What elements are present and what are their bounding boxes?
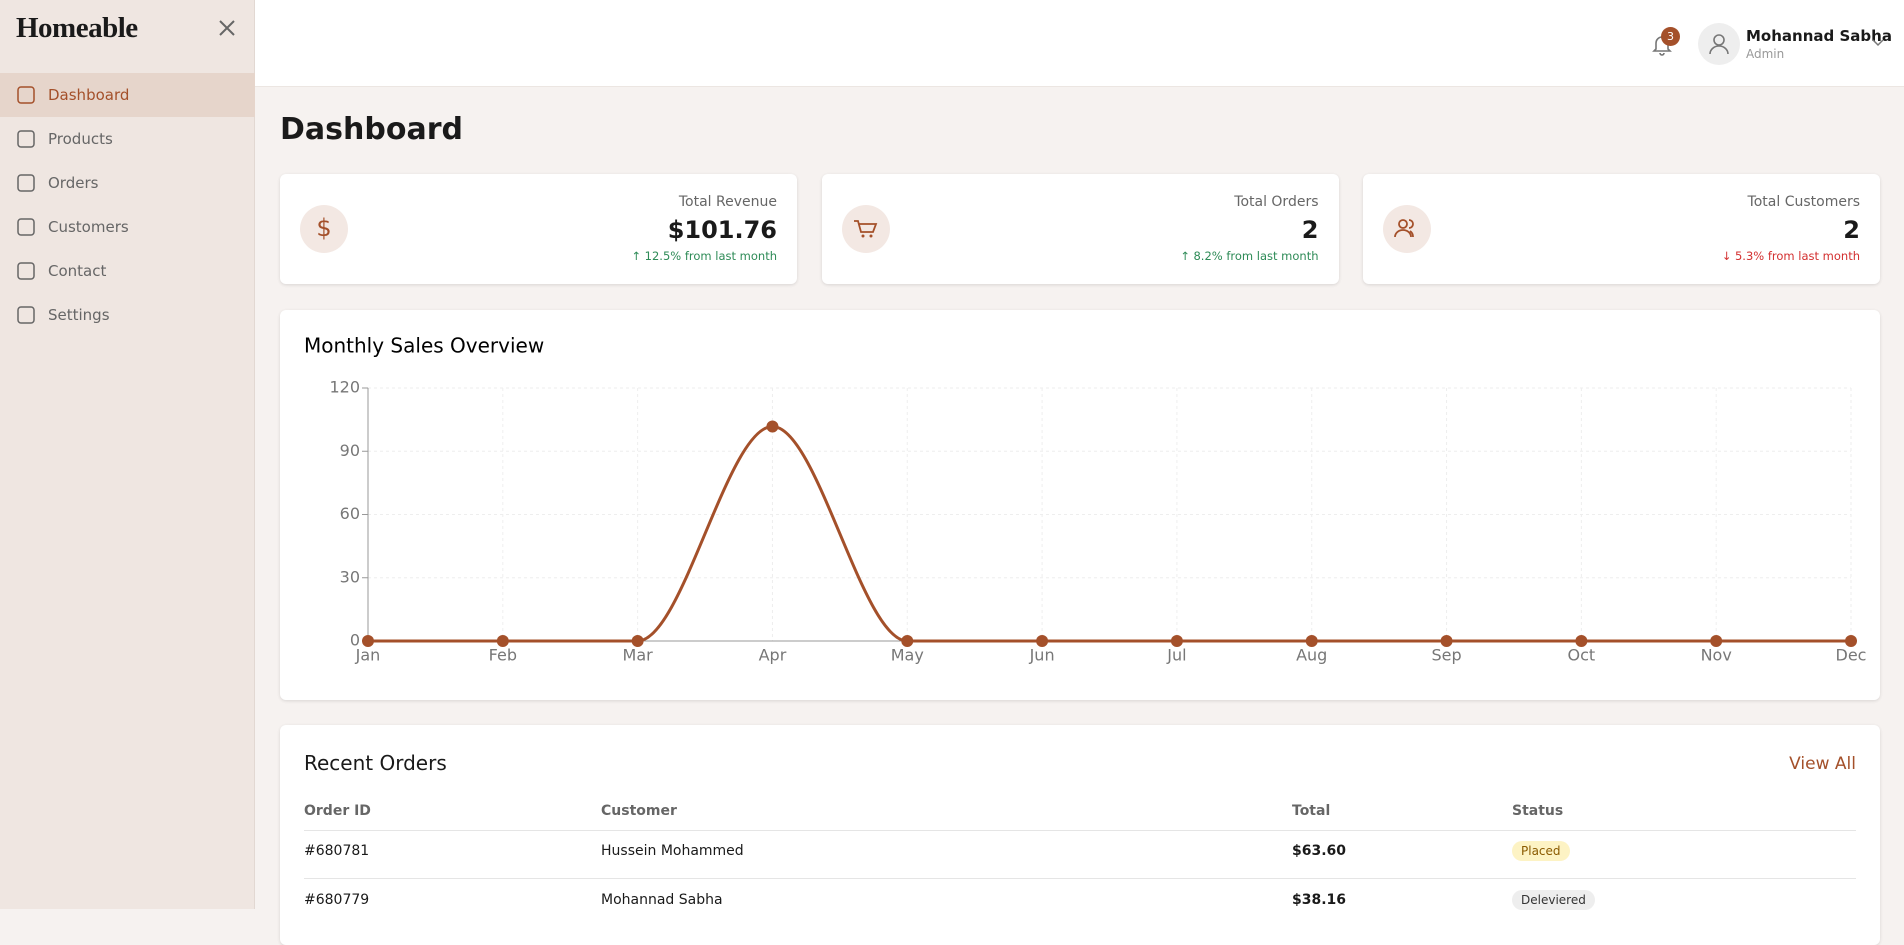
x-tick-label: Apr: [759, 646, 787, 665]
stat-delta: ↑ 12.5% from last month: [631, 249, 777, 263]
orders-card: Recent Orders View All Order ID Customer T…: [280, 725, 1880, 945]
cell: #680781: [304, 843, 370, 859]
cell: $38.16: [1292, 892, 1347, 908]
point: [362, 635, 374, 647]
orders-title: Recent Orders: [304, 751, 447, 775]
status-badge: Placed: [1512, 841, 1570, 861]
x-tick-label: Oct: [1568, 646, 1596, 665]
user-name: Mohannad Sabha: [1746, 27, 1892, 45]
avatar[interactable]: [1698, 23, 1740, 65]
close-icon[interactable]: [218, 19, 236, 37]
sidebar: Homeable Dashboard Products Orders Customer…: [0, 0, 255, 909]
y-tick-label: 0: [350, 631, 360, 650]
x-tick-label: Aug: [1296, 646, 1327, 665]
point: [1440, 635, 1453, 647]
point: [901, 635, 914, 647]
line: [368, 424, 1851, 643]
user-role: Admin: [1746, 47, 1785, 61]
chevron[interactable]: [1872, 39, 1884, 47]
stat-card: Total Orders 2 ↑ 8.2% from last month: [821, 174, 1339, 284]
nav-item[interactable]: Dashboard: [0, 73, 255, 117]
point: [1710, 635, 1723, 647]
nav-item[interactable]: Products: [0, 117, 255, 161]
x-tick-label: Jan: [355, 646, 381, 665]
header: 3 Mohannad Sabha Admin: [255, 0, 1904, 87]
y-tick-label: 90: [340, 441, 360, 460]
stat-delta: ↑ 8.2% from last month: [1180, 249, 1319, 263]
divider: [304, 830, 1856, 831]
x-tick-label: Sep: [1431, 646, 1461, 665]
stat-icon: [841, 205, 890, 253]
stat-value: $101.76: [667, 216, 777, 244]
page-title: Dashboard: [280, 112, 463, 147]
nav-item[interactable]: Customers: [0, 205, 255, 249]
stat-icon: $: [300, 205, 348, 253]
point: [631, 635, 644, 647]
cell: #680779: [304, 892, 370, 908]
point: [1305, 635, 1318, 647]
stat-card: Total Customers 2 ↓ 5.3% from last month: [1363, 174, 1880, 284]
chart-card: [280, 310, 1880, 700]
x-tick-label: Mar: [623, 646, 654, 665]
nav-item[interactable]: Contact: [0, 249, 255, 293]
stat-label: Total Orders: [1234, 194, 1319, 210]
x-tick-label: Jun: [1029, 646, 1055, 665]
stat-label: Total Revenue: [678, 194, 777, 210]
column-header: Customer: [601, 803, 677, 819]
stat-card: $ Total Revenue $101.76 ↑ 12.5% from last m…: [280, 174, 797, 284]
point: [1036, 635, 1049, 647]
y-tick-label: 30: [340, 567, 360, 586]
point: [766, 420, 779, 433]
svg-text:$: $: [316, 214, 331, 242]
x-tick-label: Jul: [1166, 646, 1186, 665]
cell: $63.60: [1292, 843, 1347, 859]
view-all[interactable]: View All: [1789, 754, 1856, 774]
nav-item[interactable]: Orders: [0, 161, 255, 205]
stat-delta: ↓ 5.3% from last month: [1721, 249, 1860, 263]
point: [1575, 635, 1588, 647]
point: [1170, 635, 1183, 647]
y-tick-label: 120: [329, 378, 360, 397]
y-tick-label: 60: [340, 504, 360, 523]
column-header: Total: [1292, 803, 1331, 819]
point: [1845, 635, 1857, 647]
divider: [304, 878, 1856, 879]
stat-label: Total Customers: [1747, 194, 1860, 210]
x-tick-label: Nov: [1701, 646, 1732, 665]
brand: Homeable: [16, 12, 138, 44]
stat-value: 2: [1301, 216, 1319, 244]
point: [496, 635, 509, 647]
x-tick-label: Feb: [489, 646, 517, 665]
chart: Monthly Sales Overview 0 30 60 90 120 Jan Feb M…: [304, 334, 1867, 665]
status-badge: Deleviered: [1512, 890, 1595, 910]
stat-value: 2: [1843, 216, 1860, 244]
nav-item[interactable]: Settings: [0, 293, 255, 337]
notification-count: 3: [1661, 27, 1680, 46]
stat-icon: [1383, 205, 1431, 253]
x-tick-label: May: [891, 646, 924, 665]
cell: Mohannad Sabha: [601, 892, 723, 908]
cell: Hussein Mohammed: [601, 843, 744, 859]
column-header: Status: [1512, 803, 1564, 819]
chart-title: Monthly Sales Overview: [304, 334, 544, 358]
column-header: Order ID: [304, 803, 371, 819]
x-tick-label: Dec: [1836, 646, 1867, 665]
